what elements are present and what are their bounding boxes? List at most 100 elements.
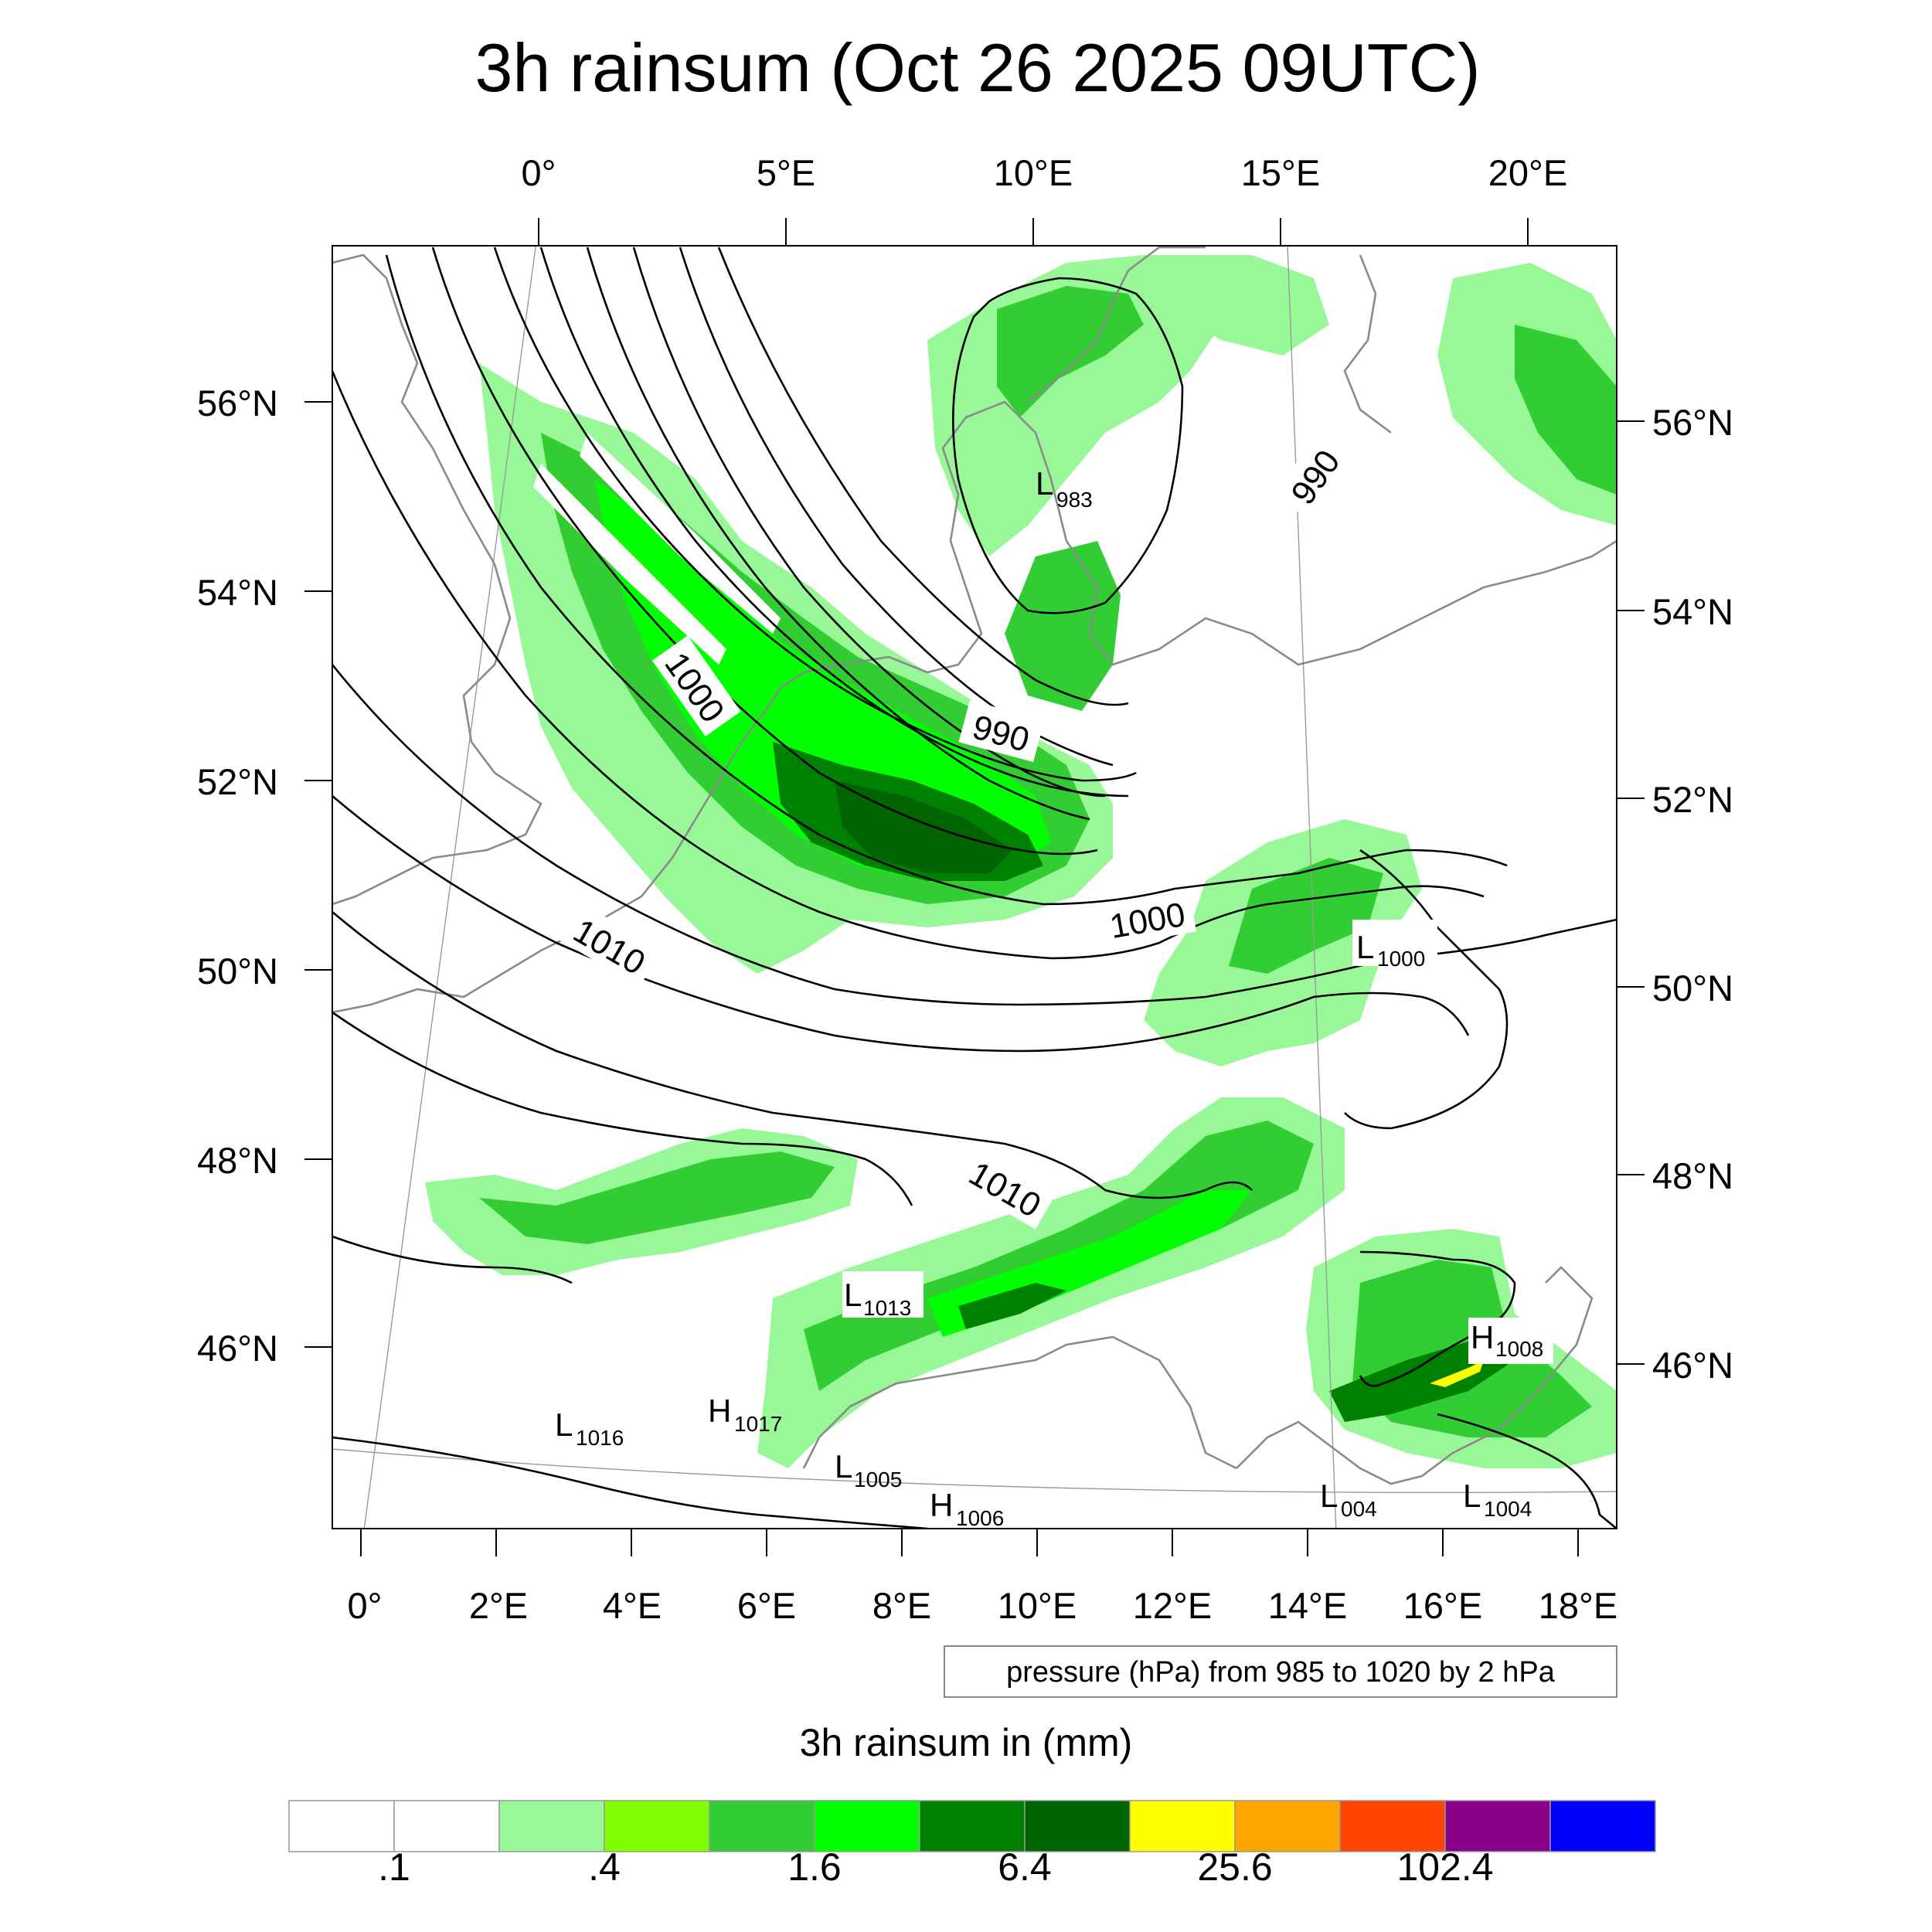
svg-text:1017: 1017 [734,1412,782,1436]
coast-great-britain [332,253,543,906]
svg-text:L: L [1320,1478,1338,1514]
svg-text:L: L [1463,1478,1481,1514]
right-lat-label: 46°N [1652,1345,1733,1386]
coast-adriatic [1236,1266,1594,1485]
colorbar [288,1800,1656,1852]
map-title: 3h rainsum (Oct 26 2025 09UTC) [474,29,1480,106]
pressure-center-low-1013: L 1013 [842,1271,923,1320]
svg-text:pressure (hPa) from 985 to 102: pressure (hPa) from 985 to 1020 by 2 hPa [1006,1656,1556,1689]
top-lon-label: 0° [522,152,556,193]
colorbar-swatch [1549,1800,1656,1852]
plot-frame [332,245,1617,1529]
colorbar-swatch [1339,1800,1446,1852]
right-lat-axis: 56°N 54°N 52°N 50°N 48°N 46°N [1617,402,1733,1386]
precip-area-alps-dark [958,1283,1066,1329]
graticule [332,246,1617,1529]
contour-label-990-centre: 990 [958,700,1045,763]
precip-area-france-mid [479,1151,835,1244]
colorbar-swatch [814,1800,920,1852]
pressure-center-high-1008: H 1008 [1468,1318,1553,1364]
pressure-center-high-1017: H 1017 [708,1393,782,1436]
svg-text:1005: 1005 [854,1468,902,1492]
bottom-lon-label: 14°E [1268,1585,1347,1626]
precip-area-southeast-yellow [1430,1360,1484,1387]
colorbar-label: 6.4 [998,1845,1052,1889]
colorbar-swatch [1024,1800,1131,1852]
top-lon-label: 15°E [1241,152,1320,193]
svg-text:L: L [1356,929,1374,965]
pressure-centers: L 983 L 1000 L 1013 H 1008 L 1016 [555,465,1553,1530]
pressure-note: pressure (hPa) from 985 to 1020 by 2 hPa [944,1645,1617,1698]
left-lat-label: 48°N [197,1140,278,1181]
svg-text:1013: 1013 [863,1296,911,1320]
coast-netherlands [694,655,889,820]
coastlines [332,246,1617,1485]
colorbar-swatch [498,1800,605,1852]
svg-text:H: H [1471,1319,1494,1355]
svg-text:L: L [835,1448,852,1485]
pressure-center-high-1006: H 1006 [930,1487,1004,1530]
precip-area-denmark [1005,541,1121,711]
precip-area-north-centre [1144,255,1329,355]
bottom-lon-label: 18°E [1539,1585,1617,1626]
colorbar-label: .1 [378,1845,410,1889]
bottom-lon-label: 4°E [603,1585,662,1626]
left-lat-label: 56°N [197,383,278,423]
svg-text:L: L [555,1406,573,1443]
top-lon-label: 5°E [757,152,815,193]
colorbar-swatch [919,1800,1026,1852]
bottom-lon-label: 2°E [469,1585,528,1626]
svg-text:1008: 1008 [1495,1337,1543,1361]
svg-text:L: L [844,1277,862,1313]
svg-text:1000: 1000 [1377,947,1425,971]
right-lat-label: 54°N [1652,591,1733,632]
colorbar-swatch [1129,1800,1236,1852]
left-lat-axis: 56°N 54°N 52°N 50°N 48°N 46°N [197,383,332,1369]
pressure-center-low-1005: L 1005 [835,1448,902,1492]
pressure-center-low-004: L 004 [1320,1478,1377,1521]
svg-text:1016: 1016 [576,1426,624,1450]
left-lat-label: 54°N [197,572,278,613]
pressure-contours [332,247,1617,1529]
coast-france-north [332,818,697,1014]
colorbar-labels: .1 .4 1.6 6.4 25.6 102.4 [378,1845,1493,1889]
precip-area-scandinavia-mid [997,286,1144,417]
coast-denmark [941,400,1617,666]
precip-area-central-mid [1229,858,1383,974]
coast-baltic-east [1343,254,1392,434]
bottom-lon-label: 6°E [737,1585,796,1626]
coast-italy-north [802,1335,1237,1470]
colorbar-swatch [1444,1800,1551,1852]
colorbar-swatch [604,1800,710,1852]
left-lat-label: 50°N [197,951,278,992]
colorbar-swatch [288,1800,395,1852]
svg-text:983: 983 [1056,488,1093,512]
precip-shading [425,255,1617,1468]
top-lon-label: 20°E [1488,152,1567,193]
pressure-center-low-1000: L 1000 [1352,920,1437,971]
left-lat-label: 52°N [197,761,278,802]
svg-text:H: H [708,1393,731,1429]
right-lat-label: 50°N [1652,968,1733,1009]
bottom-lon-label: 8°E [872,1585,931,1626]
precip-streak-gap [580,433,781,634]
pressure-center-low-1016: L 1016 [555,1406,624,1450]
right-lat-label: 52°N [1652,779,1733,820]
right-lat-label: 48°N [1652,1155,1733,1196]
colorbar-label: .4 [588,1845,621,1889]
colorbar-swatch [1234,1800,1341,1852]
bottom-lon-label: 10°E [998,1585,1077,1626]
bottom-lon-label: 0° [348,1585,383,1626]
coast-germany-north [888,540,983,674]
svg-text:1006: 1006 [956,1506,1004,1530]
bottom-lon-label: 16°E [1403,1585,1482,1626]
left-lat-label: 46°N [197,1328,278,1369]
svg-text:1004: 1004 [1484,1497,1532,1521]
top-lon-axis: 0° 5°E 10°E 15°E 20°E [522,152,1567,246]
plot-area: 1000 990 990 1000 1010 1010 [332,246,1617,1530]
svg-text:L: L [1036,465,1053,502]
colorbar-label: 25.6 [1197,1845,1272,1889]
precip-area-east-baltic-mid [1515,325,1617,495]
colorbar-swatch [709,1800,815,1852]
